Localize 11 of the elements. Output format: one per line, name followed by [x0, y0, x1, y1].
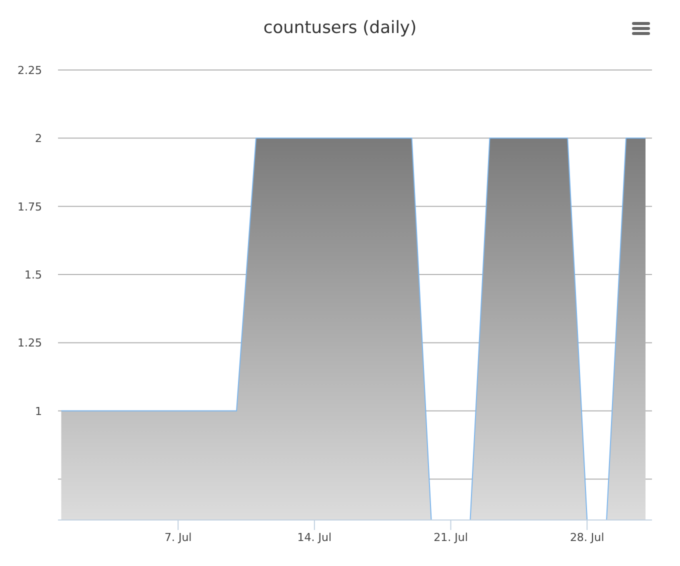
- y-tick-label: 2.25: [18, 64, 42, 77]
- x-tick-label: 28. Jul: [570, 531, 604, 544]
- y-tick-label: 1.5: [24, 268, 42, 282]
- x-tick-label: 21. Jul: [434, 531, 468, 544]
- y-tick-label: 2: [35, 132, 42, 146]
- y-tick-label: 1: [35, 404, 42, 418]
- x-tick-label: 7. Jul: [164, 531, 192, 544]
- x-tick-label: 14. Jul: [297, 531, 332, 544]
- chart-title: countusers (daily): [263, 18, 417, 38]
- y-tick-label: 1.25: [18, 336, 42, 350]
- y-tick-label: 1.75: [18, 200, 42, 214]
